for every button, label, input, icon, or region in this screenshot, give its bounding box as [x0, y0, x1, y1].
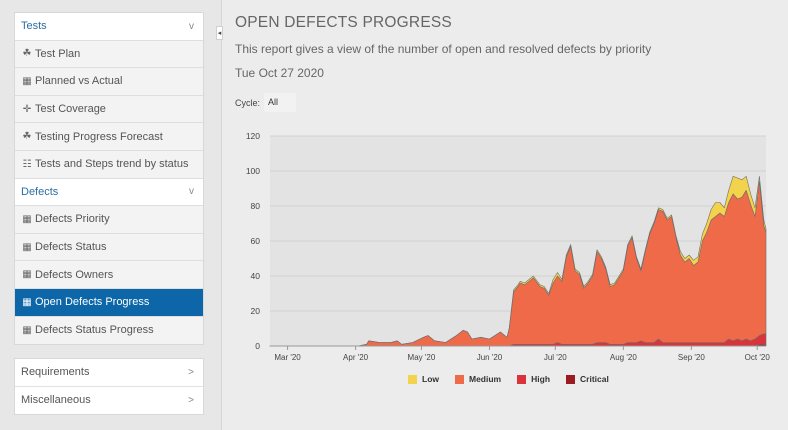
- y-tick-label: 120: [246, 131, 260, 141]
- area-series-low: [269, 176, 767, 347]
- legend-swatch-critical: [566, 374, 576, 384]
- legend-label-critical: Critical: [580, 374, 609, 384]
- x-tick-label: Jul '20: [544, 353, 567, 362]
- menu-item-label: Defects Priority: [35, 213, 110, 226]
- section-defects-label: Defects: [21, 185, 59, 198]
- menu-item-label: Defects Owners: [35, 268, 114, 281]
- sidebar: Tests v ☘ Test Plan ▦ Planned vs Actual …: [0, 0, 222, 430]
- cycle-select[interactable]: All: [264, 93, 296, 112]
- x-tick-label: Aug '20: [610, 353, 637, 362]
- page-title: OPEN DEFECTS PROGRESS: [235, 14, 452, 31]
- report-menu: Tests v ☘ Test Plan ▦ Planned vs Actual …: [14, 12, 204, 346]
- legend-swatch-medium: [455, 374, 464, 384]
- legend-label-high: High: [531, 374, 551, 384]
- y-tick-label: 100: [246, 166, 260, 176]
- x-tick-label: Oct '20: [745, 353, 771, 362]
- menu-item-label: Defects Status Progress: [35, 324, 154, 337]
- collapse-sidebar-icon[interactable]: ◂: [216, 26, 223, 40]
- sitemap-icon: ☘: [22, 48, 32, 60]
- table-icon: ▦: [22, 269, 32, 281]
- menu-item-tests-steps-trend[interactable]: ☷ Tests and Steps trend by status: [15, 150, 203, 179]
- menu-item-label: Testing Progress Forecast: [35, 130, 163, 143]
- menu-item-label: Planned vs Actual: [35, 75, 123, 88]
- legend-item-critical[interactable]: Critical: [566, 374, 609, 384]
- other-reports-menu: Requirements > Miscellaneous >: [14, 358, 204, 415]
- table-icon: ▦: [22, 296, 32, 308]
- menu-item-defects-status[interactable]: ▦ Defects Status: [15, 233, 203, 262]
- table-icon: ▦: [22, 241, 32, 253]
- report-panel: OPEN DEFECTS PROGRESS This report gives …: [235, 0, 775, 430]
- menu-item-label: Test Coverage: [35, 103, 106, 116]
- table-icon: ▦: [22, 213, 32, 225]
- bar-chart-icon: ☷: [22, 158, 32, 170]
- y-tick-label: 40: [251, 271, 261, 281]
- sitemap-icon: ☘: [22, 131, 32, 143]
- section-requirements-label: Requirements: [21, 366, 90, 379]
- menu-item-test-coverage[interactable]: ✛ Test Coverage: [15, 95, 203, 124]
- x-tick-label: Apr '20: [343, 353, 369, 362]
- menu-item-label: Defects Status: [35, 241, 107, 254]
- table-icon: ▦: [22, 75, 32, 87]
- menu-item-defects-owners[interactable]: ▦ Defects Owners: [15, 261, 203, 289]
- menu-item-label: Tests and Steps trend by status: [35, 158, 189, 171]
- chart-legend: Low Medium High Critical: [408, 374, 609, 384]
- open-defects-chart: 0 20 40 60 80 100 120 Mar '20 Apr '20 May '20 Jun …: [246, 131, 771, 362]
- page-subtitle: This report gives a view of the number o…: [235, 42, 652, 56]
- y-tick-label: 20: [251, 306, 261, 316]
- cycle-label: Cycle:: [235, 98, 261, 108]
- menu-item-defects-status-progress[interactable]: ▦ Defects Status Progress: [15, 316, 203, 345]
- chevron-right-icon: >: [188, 366, 194, 378]
- x-tick-label: Jun '20: [477, 353, 503, 362]
- legend-label-low: Low: [422, 374, 439, 384]
- table-icon: ▦: [22, 324, 32, 336]
- legend-swatch-low: [408, 374, 417, 384]
- section-miscellaneous[interactable]: Miscellaneous >: [15, 386, 203, 414]
- menu-item-defects-priority[interactable]: ▦ Defects Priority: [15, 206, 203, 234]
- chevron-down-icon: v: [189, 20, 194, 32]
- legend-item-low[interactable]: Low: [408, 374, 439, 384]
- x-tick-label: Sep '20: [678, 353, 705, 362]
- y-tick-label: 60: [251, 236, 261, 246]
- menu-item-label: Test Plan: [35, 47, 81, 60]
- menu-item-planned-vs-actual[interactable]: ▦ Planned vs Actual: [15, 68, 203, 96]
- section-tests-label: Tests: [21, 20, 47, 33]
- arrows-icon: ✛: [22, 103, 32, 115]
- legend-item-medium[interactable]: Medium: [455, 374, 501, 384]
- chevron-down-icon: v: [189, 186, 194, 198]
- report-date: Tue Oct 27 2020: [235, 66, 324, 80]
- menu-item-open-defects-progress[interactable]: ▦ Open Defects Progress: [15, 288, 203, 317]
- legend-label-medium: Medium: [469, 374, 502, 384]
- menu-item-test-plan[interactable]: ☘ Test Plan: [15, 40, 203, 69]
- x-tick-label: May '20: [408, 353, 436, 362]
- menu-item-testing-progress-forecast[interactable]: ☘ Testing Progress Forecast: [15, 123, 203, 151]
- chevron-right-icon: >: [188, 394, 194, 406]
- y-tick-label: 80: [251, 201, 261, 211]
- section-requirements[interactable]: Requirements >: [15, 359, 203, 387]
- legend-swatch-high: [517, 374, 527, 384]
- section-miscellaneous-label: Miscellaneous: [21, 394, 91, 407]
- legend-item-high[interactable]: High: [517, 374, 550, 384]
- menu-item-label: Open Defects Progress: [35, 296, 150, 309]
- section-defects[interactable]: Defects v: [15, 178, 203, 207]
- y-tick-label: 0: [255, 341, 260, 351]
- section-tests[interactable]: Tests v: [15, 13, 203, 41]
- x-tick-label: Mar '20: [274, 353, 301, 362]
